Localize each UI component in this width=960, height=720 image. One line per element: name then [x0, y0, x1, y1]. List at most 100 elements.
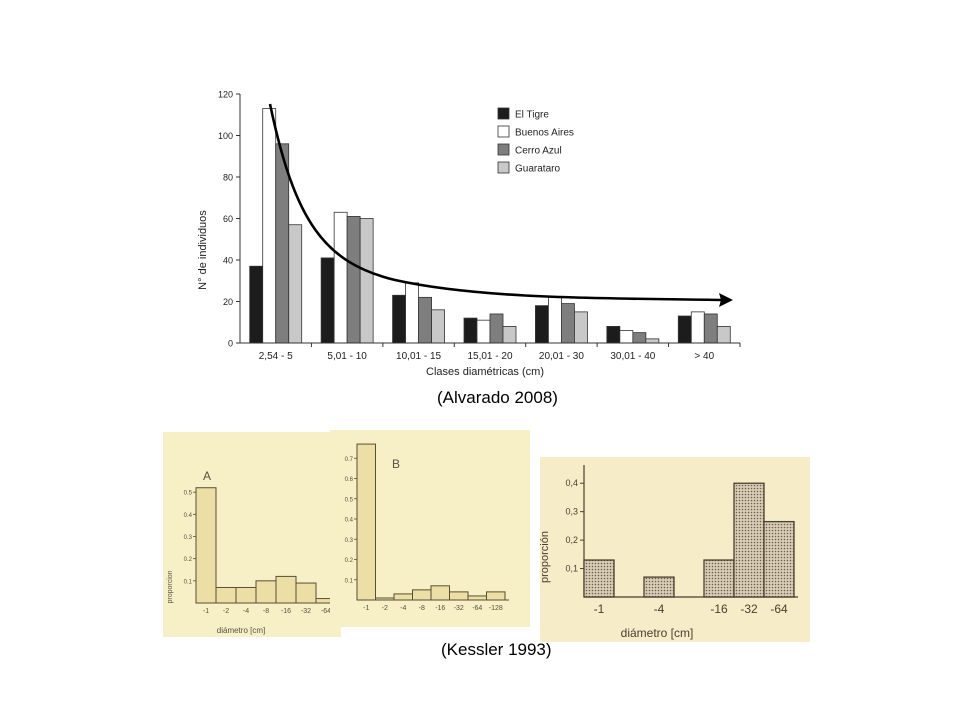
kessler-panel-a: A proporcion diámetro [cm] 0.1 0.2 0.3 0.4 0… [163, 432, 341, 637]
bar-buenos-aires [262, 108, 277, 344]
alvarado-x-tick-label: 10,01 - 15 [396, 351, 441, 362]
x-tick-label: -8 [263, 608, 269, 615]
kessler-c-bar [643, 576, 675, 598]
y-tick-label: 0.2 [184, 557, 193, 563]
bar-cerro-azul [489, 313, 504, 344]
alvarado-x-tick-label: 2,54 - 5 [259, 351, 293, 362]
bar-buenos-aires [619, 330, 634, 344]
alvarado-y-tick-label: 120 [218, 90, 233, 100]
x-tick-label: -4 [243, 608, 249, 615]
panel-b-label: B [392, 457, 400, 471]
bar-el-tigre [392, 294, 406, 344]
x-tick-label: -1 [594, 602, 605, 616]
bar-buenos-aires [333, 211, 348, 344]
y-tick-label: 0.6 [345, 477, 354, 483]
y-tick-label: 0.3 [184, 535, 193, 541]
kessler-bar [275, 575, 297, 604]
y-tick-label: 0.4 [345, 518, 354, 524]
alvarado-x-tick-label: 30,01 - 40 [610, 351, 655, 362]
bar-el-tigre [606, 325, 621, 344]
x-tick-label: -8 [419, 605, 425, 612]
y-tick-label: 0,1 [565, 564, 578, 574]
x-tick-label: -16 [710, 602, 728, 616]
alvarado-y-tick-label: 100 [218, 131, 233, 141]
panel-a-label: A [203, 469, 211, 483]
alvarado-chart: 0 20 40 60 80 100 120 2,54 - 5 5,01 - 10 10,01 - … [195, 78, 745, 383]
y-tick-label: 0,3 [565, 507, 578, 517]
bar-cerro-azul [275, 143, 290, 344]
y-tick-label: 0.1 [184, 579, 193, 585]
x-tick-label: -64 [472, 605, 482, 612]
bar-guarataro [431, 309, 445, 344]
legend-label: Cerro Azul [515, 146, 562, 157]
bar-cerro-azul [632, 332, 647, 344]
bar-guarataro [574, 311, 588, 344]
x-tick-label: -32 [301, 608, 311, 615]
legend-swatch-cerro-azul [497, 143, 510, 156]
kessler-bar [356, 443, 376, 601]
y-tick-label: 0,2 [565, 535, 578, 545]
kessler-bar [393, 593, 413, 601]
kessler-panel-c: proporción diámetro [cm] 0,1 0,2 0,3 0,4 -1 -… [539, 457, 810, 642]
legend-label: Buenos Aires [515, 128, 574, 139]
legend-swatch-el-tigre [497, 107, 510, 120]
kessler-a-y-label: proporcion [167, 570, 174, 603]
alvarado-y-tick-label: 20 [223, 297, 233, 307]
bar-el-tigre [677, 315, 692, 344]
alvarado-legend: El Tigre Buenos Aires Cerro Azul Guarataro [497, 107, 574, 175]
x-tick-label: -64 [321, 608, 331, 615]
x-tick-label: -2 [223, 608, 229, 615]
kessler-a-x-label: diámetro [cm] [217, 626, 265, 635]
y-tick-label: 0.4 [184, 513, 193, 519]
bar-el-tigre [249, 265, 264, 344]
x-tick-label: -4 [654, 602, 665, 616]
bar-guarataro [502, 325, 517, 344]
kessler-bar [486, 591, 506, 601]
x-tick-label: -16 [281, 608, 291, 615]
bar-el-tigre [320, 257, 335, 344]
bar-buenos-aires [690, 311, 705, 344]
trend-arrowhead [719, 293, 733, 307]
bar-guarataro [288, 224, 303, 344]
kessler-c-svg: proporción diámetro [cm] 0,1 0,2 0,3 0,4 -1 -… [539, 465, 798, 640]
x-tick-label: -2 [382, 605, 388, 612]
kessler-panel-b: B 0.1 0.2 0.3 0.4 0.5 0.6 0.7 -1 -2 -4 -8 -16 -32 -64… [330, 430, 530, 627]
trend-arrow [268, 103, 724, 302]
y-tick-label: 0.3 [345, 538, 354, 544]
bar-el-tigre [463, 317, 478, 344]
y-tick-label: 0.1 [345, 578, 354, 584]
alvarado-y-tick-label: 60 [223, 214, 233, 224]
legend-swatch-guarataro [497, 161, 510, 174]
kessler-c-y-label: proporción [539, 531, 551, 583]
x-tick-label: -16 [435, 605, 445, 612]
kessler-bar [295, 582, 317, 604]
x-tick-label: -4 [400, 605, 406, 612]
bar-cerro-azul [418, 296, 432, 344]
kessler-bar [449, 591, 469, 601]
bar-cerro-azul [561, 303, 575, 344]
kessler-bar [215, 586, 237, 604]
y-tick-label: 0.2 [345, 558, 354, 564]
legend-swatch-buenos-aires [497, 125, 510, 138]
legend-label: Guarataro [515, 164, 560, 175]
bar-buenos-aires [548, 296, 562, 344]
kessler-c-bar [763, 520, 795, 598]
kessler-c-bar [703, 559, 735, 598]
caption-alvarado: (Alvarado 2008) [437, 388, 558, 407]
bar-guarataro [716, 325, 731, 344]
kessler-c-bar [583, 559, 615, 598]
kessler-c-bar [733, 482, 765, 598]
x-tick-label: -32 [454, 605, 464, 612]
alvarado-x-tick-label: 20,01 - 30 [539, 351, 584, 362]
kessler-c-x-label: diámetro [cm] [621, 626, 694, 640]
y-tick-label: 0.5 [184, 491, 193, 497]
y-tick-label: 0,4 [565, 478, 578, 488]
kessler-bar [255, 580, 277, 604]
kessler-bar [195, 487, 217, 604]
alvarado-y-tick-label: 80 [223, 173, 233, 183]
alvarado-x-axis-label: Clases diamétricas (cm) [426, 366, 544, 378]
x-tick-label: -128 [489, 605, 503, 612]
x-tick-label: -32 [740, 602, 758, 616]
kessler-b-svg: B 0.1 0.2 0.3 0.4 0.5 0.6 0.7 -1 -2 -4 -8 -16 -32 -64… [345, 443, 509, 612]
bar-cerro-azul [346, 216, 361, 344]
